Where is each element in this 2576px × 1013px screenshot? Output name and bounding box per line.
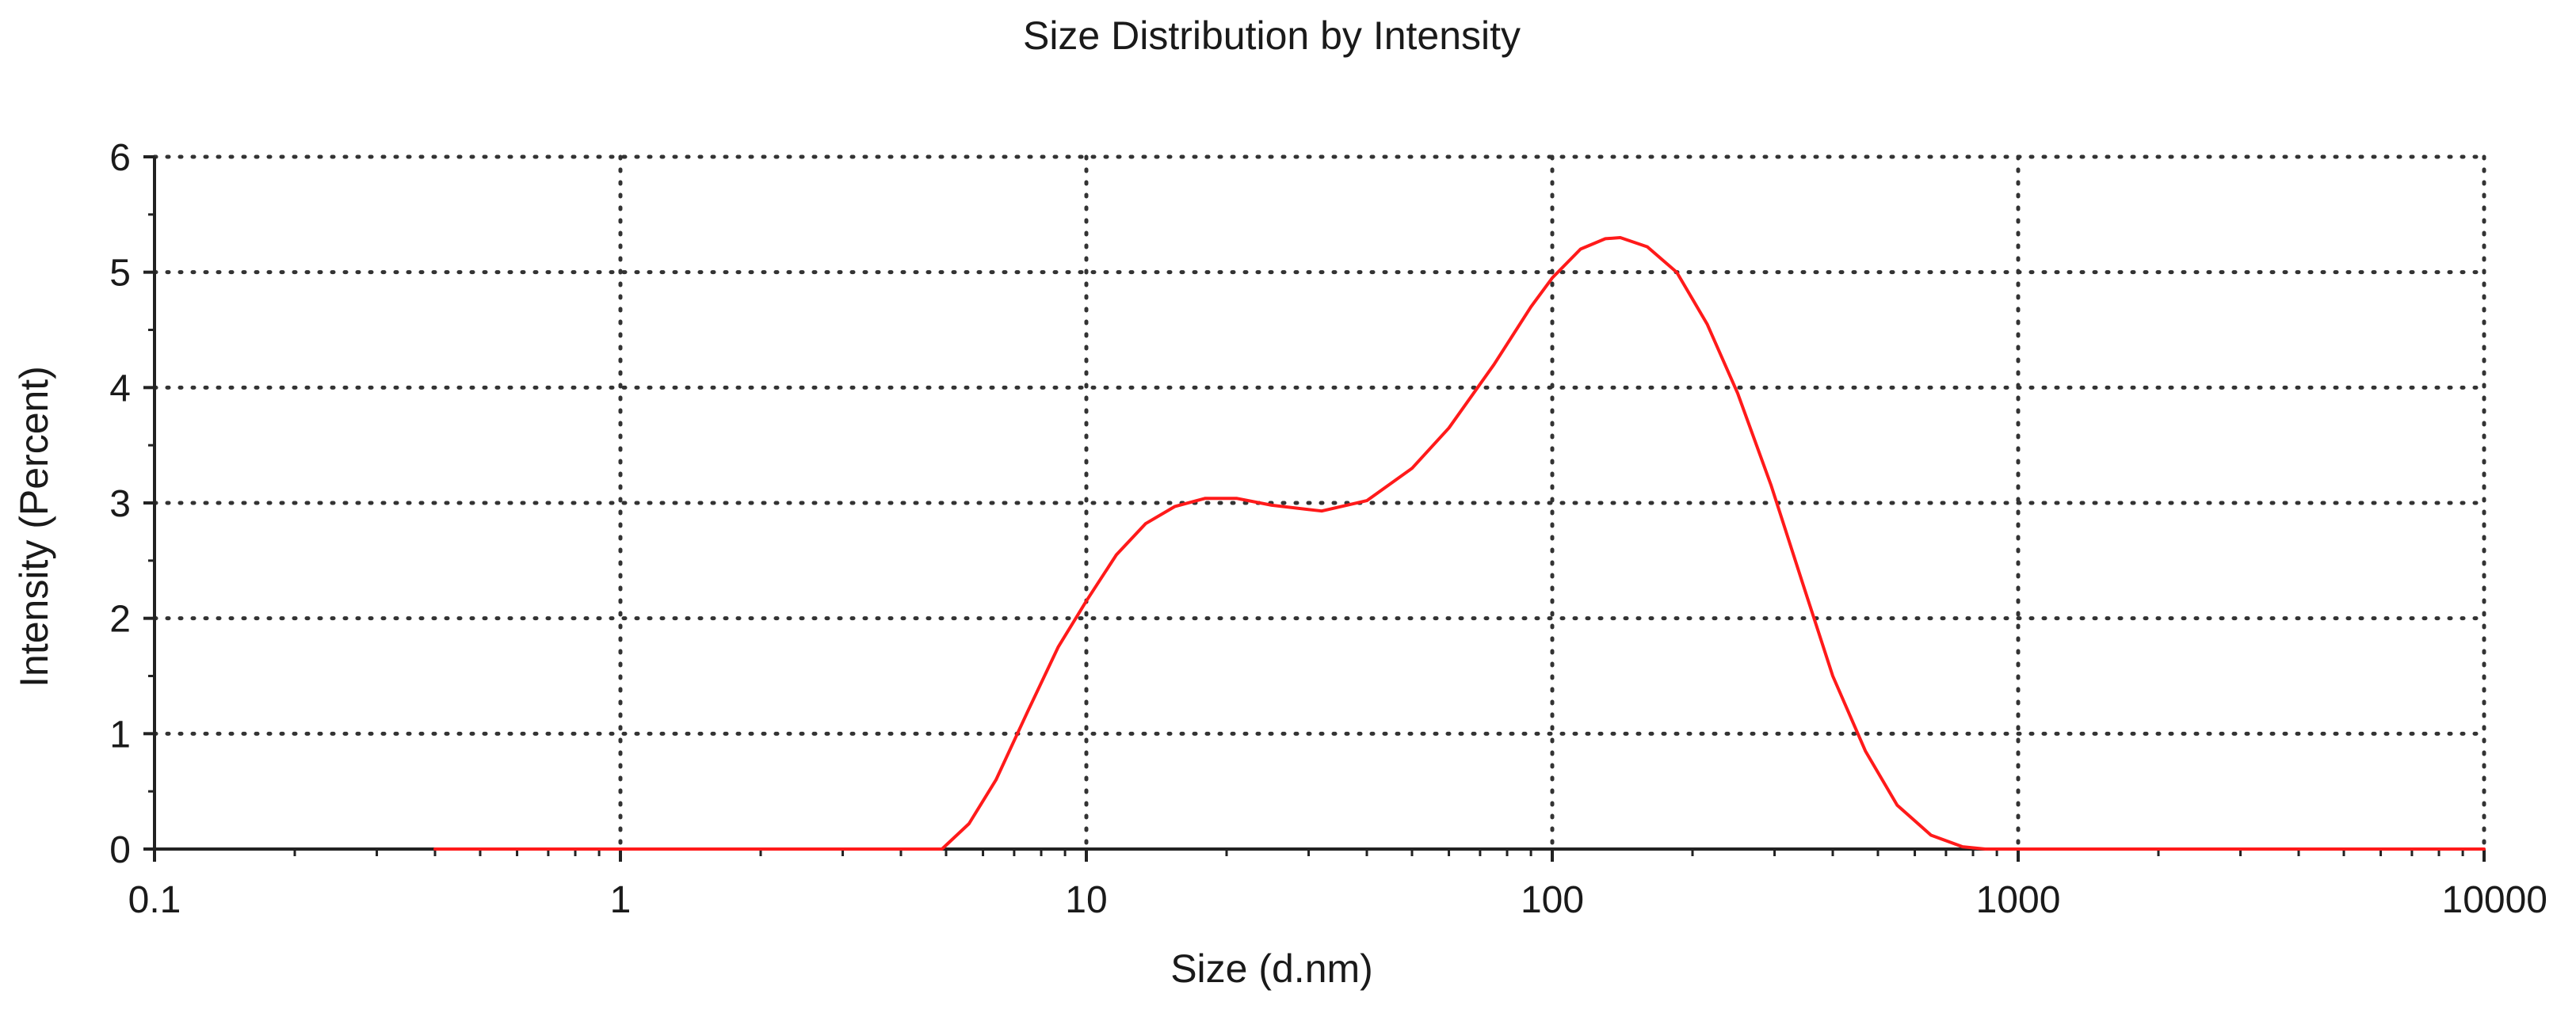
x-tick-labels: 0.1 1 10 100 1000 10000: [128, 879, 2547, 921]
x-tick-label: 10: [1065, 879, 1107, 921]
y-tick-label: 2: [109, 599, 131, 641]
chart-title: Size Distribution by Intensity: [1023, 13, 1521, 58]
y-tick-label: 1: [109, 714, 131, 756]
y-axis-label: Intensity (Percent): [12, 366, 56, 687]
y-tick-label: 6: [109, 137, 131, 179]
series-layer: [433, 236, 2486, 851]
x-tick-label: 0.1: [128, 879, 181, 921]
grid-lines: [152, 154, 2486, 851]
y-tick-label: 0: [109, 829, 131, 871]
x-axis-label: Size (d.nm): [1170, 946, 1373, 991]
x-tick-label: 100: [1521, 879, 1584, 921]
y-tick-labels: 0 1 2 3 4 5 6: [109, 137, 131, 871]
y-tick-label: 3: [109, 483, 131, 525]
y-tick-label: 4: [109, 367, 131, 409]
x-tick-label: 10000: [2442, 879, 2547, 921]
y-tick-label: 5: [109, 253, 131, 295]
x-tick-label: 1: [610, 879, 632, 921]
intensity-series-line: [433, 236, 2486, 851]
x-tick-label: 1000: [1976, 879, 2061, 921]
